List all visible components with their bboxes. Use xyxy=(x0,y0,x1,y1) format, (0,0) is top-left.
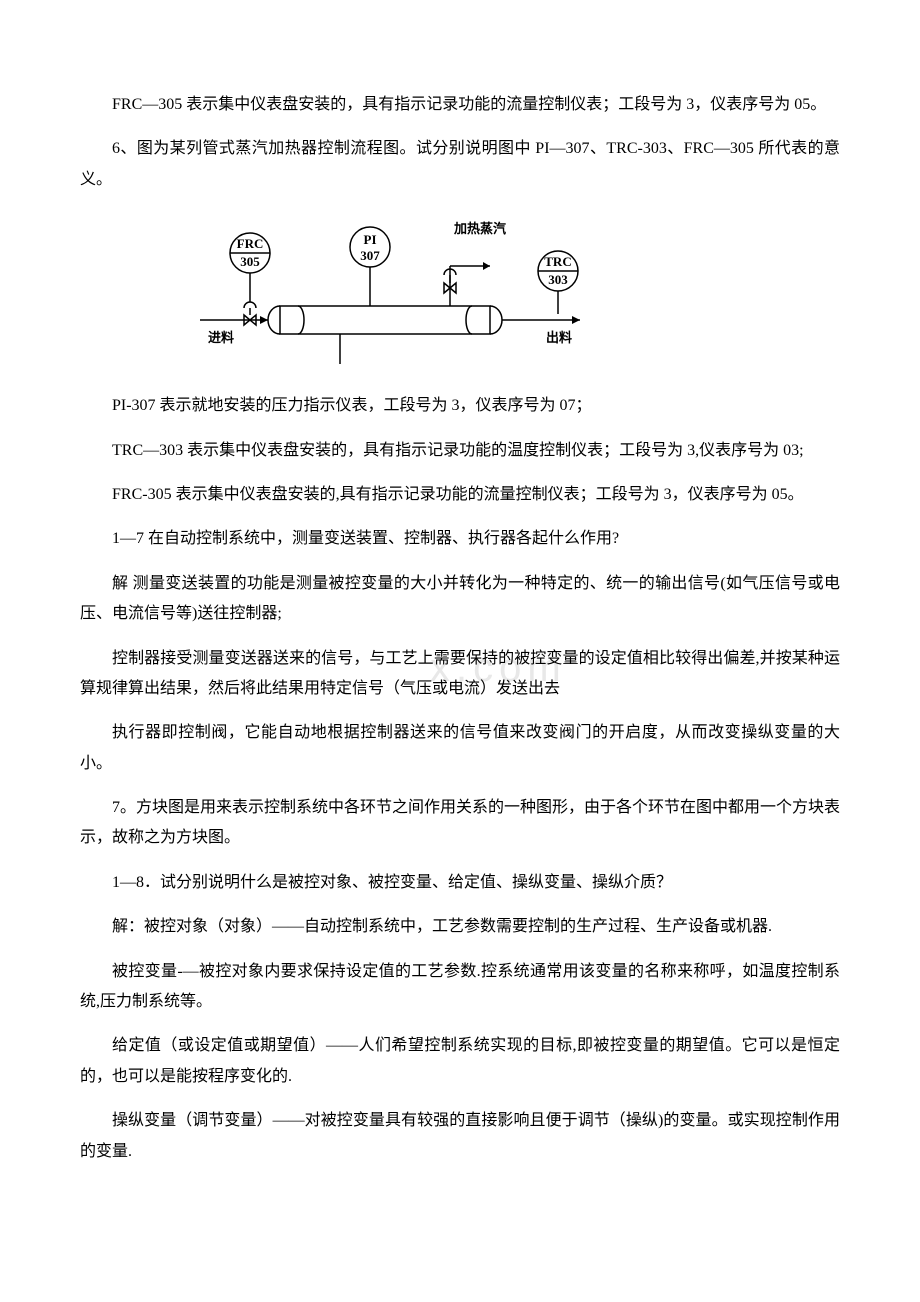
svg-text:303: 303 xyxy=(548,272,568,287)
paragraph-5: FRC-305 表示集中仪表盘安装的,具有指示记录功能的流量控制仪表；工段号为 … xyxy=(80,480,840,510)
paragraph-1: FRC—305 表示集中仪表盘安装的，具有指示记录功能的流量控制仪表；工段号为 … xyxy=(80,90,840,120)
svg-text:出料: 出料 xyxy=(546,330,572,345)
paragraph-15: 操纵变量（调节变量）——对被控变量具有较强的直接影响且便于调节（操纵)的变量。或… xyxy=(80,1106,840,1167)
paragraph-11: 1—8．试分别说明什么是被控对象、被控变量、给定值、操纵变量、操纵介质？ xyxy=(80,868,840,898)
paragraph-10: 7。方块图是用来表示控制系统中各环节之间作用关系的一种图形，由于各个环节在图中都… xyxy=(80,793,840,854)
paragraph-14: 给定值（或设定值或期望值）——人们希望控制系统实现的目标,即被控变量的期望值。它… xyxy=(80,1031,840,1092)
diagram-svg: 进料 出料 加热蒸汽 FRC 305 PI307 TRC 303 xyxy=(180,211,600,371)
paragraph-13: 被控变量-—被控对象内要求保持设定值的工艺参数.控系统通常用该变量的名称来称呼，… xyxy=(80,957,840,1018)
paragraph-2: 6、图为某列管式蒸汽加热器控制流程图。试分别说明图中 PI—307、TRC-30… xyxy=(80,134,840,195)
paragraph-12: 解：被控对象（对象）——自动控制系统中，工艺参数需要控制的生产过程、生产设备或机… xyxy=(80,912,840,942)
paragraph-4: TRC—303 表示集中仪表盘安装的，具有指示记录功能的温度控制仪表；工段号为 … xyxy=(80,436,840,466)
svg-text:PI: PI xyxy=(364,232,377,247)
svg-text:进料: 进料 xyxy=(208,330,234,345)
svg-text:307: 307 xyxy=(360,248,380,263)
svg-text:加热蒸汽: 加热蒸汽 xyxy=(453,221,506,236)
paragraph-3: PI-307 表示就地安装的压力指示仪表，工段号为 3，仪表序号为 07； xyxy=(80,391,840,421)
paragraph-7: 解 测量变送装置的功能是测量被控变量的大小并转化为一种特定的、统一的输出信号(如… xyxy=(80,569,840,630)
svg-text:TRC: TRC xyxy=(544,254,571,269)
paragraph-6: 1—7 在自动控制系统中，测量变送装置、控制器、执行器各起什么作用? xyxy=(80,524,840,554)
svg-text:305: 305 xyxy=(240,254,260,269)
svg-text:FRC: FRC xyxy=(237,236,264,251)
paragraph-9: 执行器即控制阀，它能自动地根据控制器送来的信号值来改变阀门的开启度，从而改变操纵… xyxy=(80,718,840,779)
heater-diagram: 进料 出料 加热蒸汽 FRC 305 PI307 TRC 303 xyxy=(180,211,840,371)
paragraph-8: 控制器接受测量变送器送来的信号，与工艺上需要保持的被控变量的设定值相比较得出偏差… xyxy=(80,644,840,705)
